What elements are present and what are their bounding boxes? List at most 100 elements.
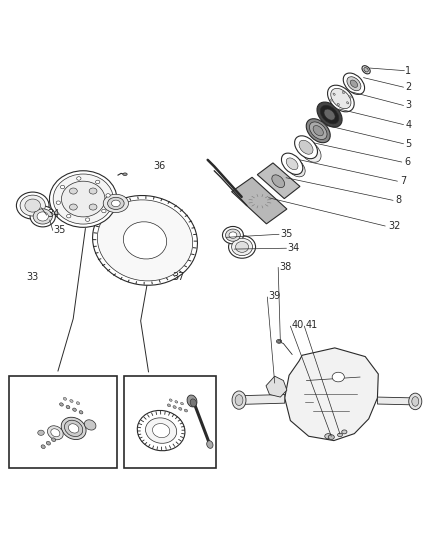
Ellipse shape (313, 126, 323, 136)
Ellipse shape (295, 136, 318, 159)
Ellipse shape (30, 206, 55, 227)
Ellipse shape (52, 438, 56, 441)
Ellipse shape (190, 399, 197, 407)
Ellipse shape (68, 424, 79, 433)
Ellipse shape (342, 92, 344, 94)
Text: 5: 5 (405, 139, 412, 149)
Ellipse shape (278, 340, 280, 342)
Text: 7: 7 (400, 176, 406, 186)
Text: 34: 34 (288, 243, 300, 253)
Ellipse shape (137, 410, 185, 451)
Text: 33: 33 (27, 272, 39, 282)
Ellipse shape (180, 402, 184, 405)
Ellipse shape (331, 99, 333, 101)
Ellipse shape (25, 199, 41, 212)
Ellipse shape (70, 400, 73, 402)
Ellipse shape (108, 197, 124, 209)
Ellipse shape (173, 406, 176, 408)
Ellipse shape (103, 194, 128, 213)
Ellipse shape (207, 441, 213, 448)
Ellipse shape (317, 102, 342, 127)
Ellipse shape (232, 391, 246, 409)
Ellipse shape (60, 403, 64, 406)
Ellipse shape (299, 140, 313, 154)
Ellipse shape (226, 229, 240, 241)
Ellipse shape (95, 180, 100, 184)
Ellipse shape (169, 399, 172, 401)
Ellipse shape (49, 171, 117, 228)
Ellipse shape (64, 420, 83, 437)
Polygon shape (232, 177, 287, 224)
Ellipse shape (229, 236, 255, 258)
Ellipse shape (51, 429, 60, 437)
Ellipse shape (331, 88, 351, 109)
Ellipse shape (70, 188, 77, 194)
Ellipse shape (41, 445, 45, 449)
Ellipse shape (364, 68, 368, 72)
Ellipse shape (349, 96, 351, 98)
Text: 38: 38 (279, 262, 291, 271)
Ellipse shape (123, 173, 127, 175)
Ellipse shape (223, 227, 244, 244)
Text: 6: 6 (404, 157, 410, 167)
Ellipse shape (63, 398, 67, 400)
Ellipse shape (53, 174, 113, 224)
Ellipse shape (175, 401, 178, 403)
Text: 41: 41 (305, 320, 318, 330)
Ellipse shape (85, 420, 96, 430)
Ellipse shape (332, 372, 344, 382)
Text: 8: 8 (396, 196, 402, 205)
Ellipse shape (66, 406, 70, 409)
Ellipse shape (46, 441, 50, 445)
Ellipse shape (73, 408, 76, 411)
Ellipse shape (20, 195, 46, 216)
Ellipse shape (343, 73, 364, 94)
Bar (9, 376, 117, 467)
Ellipse shape (306, 119, 330, 143)
Ellipse shape (152, 424, 170, 438)
Bar (124, 376, 215, 467)
Ellipse shape (76, 402, 80, 405)
Ellipse shape (61, 181, 105, 217)
Ellipse shape (92, 196, 198, 285)
Ellipse shape (179, 407, 182, 410)
Ellipse shape (89, 204, 97, 210)
Ellipse shape (106, 193, 110, 197)
Ellipse shape (236, 241, 249, 252)
Ellipse shape (300, 141, 321, 162)
Ellipse shape (167, 404, 170, 407)
Text: 40: 40 (291, 320, 304, 330)
Ellipse shape (97, 200, 193, 281)
Ellipse shape (124, 222, 167, 259)
Text: 3: 3 (405, 100, 411, 110)
Ellipse shape (346, 102, 349, 104)
Ellipse shape (286, 158, 298, 169)
Ellipse shape (77, 177, 81, 180)
Ellipse shape (350, 80, 357, 87)
Text: 37: 37 (173, 272, 185, 282)
Polygon shape (266, 376, 287, 397)
Text: 4: 4 (405, 119, 411, 130)
Ellipse shape (282, 153, 303, 174)
Text: 35: 35 (280, 229, 292, 239)
Ellipse shape (61, 417, 86, 440)
Ellipse shape (309, 122, 327, 140)
Ellipse shape (328, 85, 354, 112)
Polygon shape (378, 397, 415, 405)
Text: 1: 1 (405, 66, 411, 76)
Text: 34: 34 (47, 209, 59, 219)
Text: 32: 32 (388, 221, 400, 231)
Ellipse shape (272, 175, 285, 188)
Ellipse shape (16, 192, 49, 219)
Ellipse shape (56, 201, 60, 205)
Ellipse shape (409, 393, 422, 410)
Text: 2: 2 (405, 82, 412, 92)
Ellipse shape (85, 218, 90, 221)
Ellipse shape (286, 158, 305, 177)
Ellipse shape (187, 395, 197, 407)
Ellipse shape (47, 426, 63, 440)
Ellipse shape (338, 433, 343, 437)
Ellipse shape (38, 430, 44, 435)
Ellipse shape (342, 430, 347, 434)
Ellipse shape (328, 435, 334, 440)
